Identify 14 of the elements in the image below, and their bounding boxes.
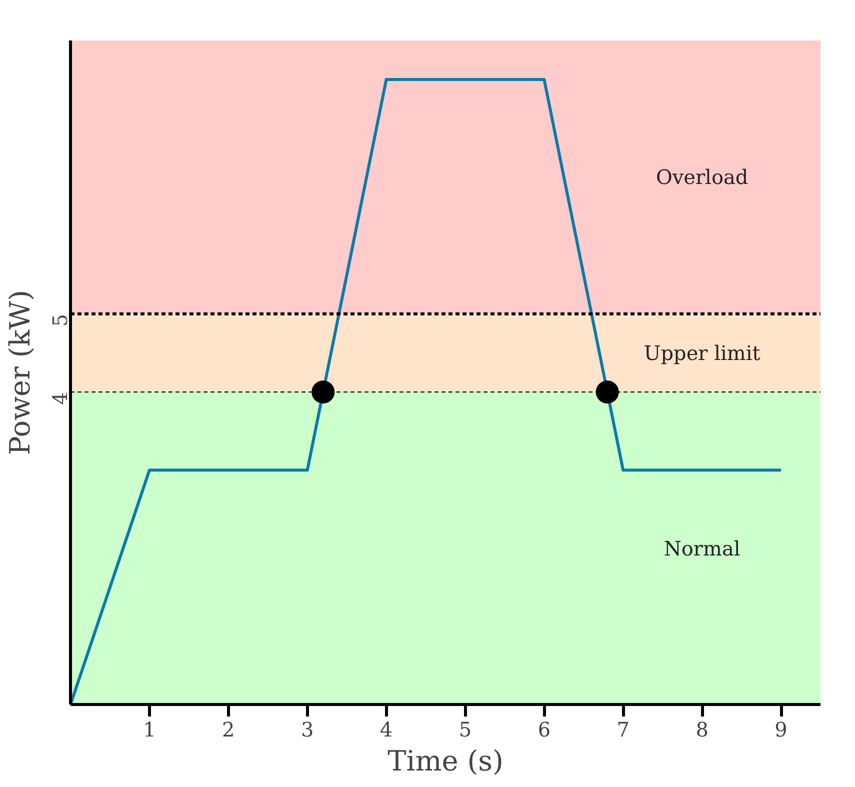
x-tick-label: 6 bbox=[538, 718, 551, 742]
x-tick-label: 7 bbox=[616, 718, 630, 742]
y-axis-title: Power (kW) bbox=[4, 290, 36, 455]
band-label: Overload bbox=[656, 165, 748, 190]
x-tick-label: 3 bbox=[300, 718, 314, 742]
x-tick-label: 2 bbox=[222, 718, 235, 742]
x-tick-label: 8 bbox=[696, 718, 708, 742]
x-axis-title: Time (s) bbox=[388, 744, 504, 778]
band-label: Normal bbox=[664, 536, 740, 560]
x-tick-label: 5 bbox=[458, 718, 472, 742]
x-tick-label: 1 bbox=[143, 718, 156, 742]
band-label: Upper limit bbox=[644, 340, 760, 365]
x-tick-label: 4 bbox=[380, 718, 393, 742]
x-tick-label: 9 bbox=[774, 718, 788, 742]
